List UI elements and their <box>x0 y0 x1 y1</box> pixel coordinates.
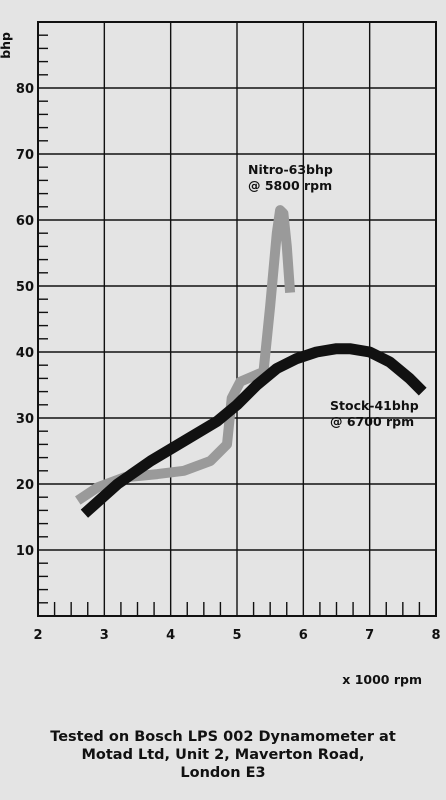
x-tick-label: 4 <box>166 628 175 643</box>
dyno-chart: 10 20 30 40 50 60 70 80 2 3 4 5 6 7 8 bhp x 1000 rpm Nitr… <box>0 21 441 687</box>
y-tick-label: 80 <box>16 82 34 97</box>
caption-line-3: London E3 <box>180 765 266 781</box>
y-axis-label: bhp <box>0 32 13 59</box>
y-tick-label: 10 <box>16 544 34 559</box>
caption-line-2: Motad Ltd, Unit 2, Maverton Road, <box>81 747 365 763</box>
labels-layer: 10 20 30 40 50 60 70 80 2 3 4 5 6 7 8 bhp x 1000 rpm Nitr… <box>0 32 441 687</box>
annotation-stock: Stock-41bhp <box>330 398 419 413</box>
annotation-stock: @ 6700 rpm <box>330 414 414 429</box>
grid <box>37 21 437 617</box>
series-layer <box>75 205 427 518</box>
caption-line-1: Tested on Bosch LPS 002 Dynamometer at <box>50 729 396 745</box>
x-tick-label: 5 <box>232 628 241 643</box>
series-line-stock <box>80 343 427 518</box>
x-tick-label: 3 <box>100 628 109 643</box>
y-tick-label: 30 <box>16 412 34 427</box>
y-tick-label: 40 <box>16 346 34 361</box>
y-tick-label: 20 <box>16 478 34 493</box>
y-tick-label: 50 <box>16 280 34 295</box>
series-line-nitro <box>75 205 296 505</box>
minor-ticks <box>38 34 421 616</box>
test-caption: Tested on Bosch LPS 002 Dynamometer at M… <box>0 728 446 782</box>
x-tick-label: 8 <box>431 628 440 643</box>
y-tick-label: 60 <box>16 214 34 229</box>
x-tick-label: 2 <box>33 628 42 643</box>
x-tick-label: 6 <box>299 628 308 643</box>
y-tick-label: 70 <box>16 148 34 163</box>
annotation-nitro: Nitro-63bhp <box>248 162 333 177</box>
x-tick-label: 7 <box>365 628 374 643</box>
annotation-nitro: @ 5800 rpm <box>248 178 332 193</box>
x-axis-label: x 1000 rpm <box>342 672 422 687</box>
